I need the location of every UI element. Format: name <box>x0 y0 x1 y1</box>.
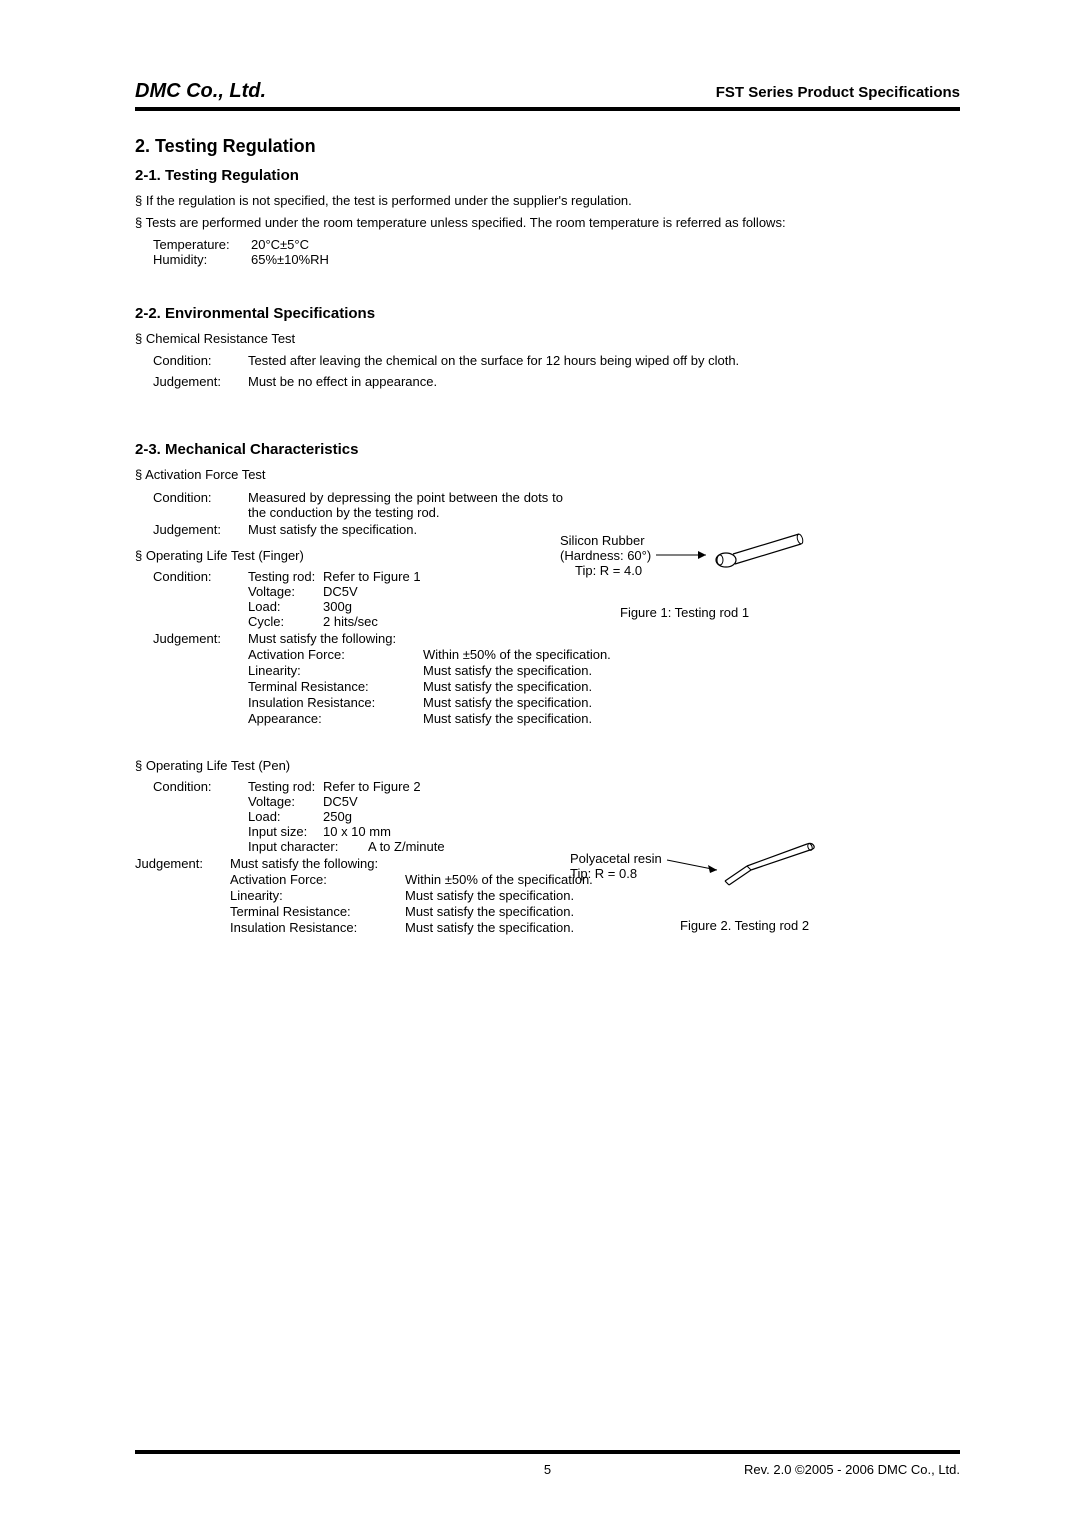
finger-cycle-value: 2 hits/sec <box>323 614 378 629</box>
heading-2-2: 2-2. Environmental Specifications <box>135 305 960 322</box>
pen-ichar-label: Input character: <box>248 839 368 854</box>
heading-2-3: 2-3. Mechanical Characteristics <box>135 441 960 458</box>
finger-load-label: Load: <box>248 599 323 614</box>
chemical-test-block: Condition: Tested after leaving the chem… <box>153 353 960 389</box>
finger-judg-label: Judgement: <box>153 631 248 727</box>
finger-lin-value: Must satisfy the specification. <box>423 663 592 678</box>
fig2-line1: Polyacetal resin <box>570 851 662 866</box>
figure-2-block: Polyacetal resin Tip: R = 0.8 Figure 2. … <box>570 838 970 933</box>
pen-judg-label: Judgement: <box>135 856 230 936</box>
activation-cond-label: Condition: <box>153 490 248 520</box>
pen-ir-value: Must satisfy the specification. <box>405 920 574 935</box>
heading-section-2: 2. Testing Regulation <box>135 136 960 157</box>
pen-tr-label: Terminal Resistance: <box>230 904 405 919</box>
finger-af-label: Activation Force: <box>248 647 423 662</box>
pen-isize-value: 10 x 10 mm <box>323 824 391 839</box>
finger-judg-values: Must satisfy the following: Activation F… <box>248 631 960 727</box>
activation-condition-row: Condition: Measured by depressing the po… <box>153 490 563 520</box>
pen-rod-value: Refer to Figure 2 <box>323 779 421 794</box>
finger-volt-label: Voltage: <box>248 584 323 599</box>
pen-rod-label: Testing rod: <box>248 779 323 794</box>
activation-judg-value: Must satisfy the specification. <box>248 522 563 537</box>
temperature-label: Temperature: <box>153 237 251 252</box>
chem-condition-row: Condition: Tested after leaving the chem… <box>153 353 960 368</box>
pen-ichar-value: A to Z/minute <box>368 839 445 854</box>
pen-volt-label: Voltage: <box>248 794 323 809</box>
finger-judg-intro: Must satisfy the following: <box>248 631 960 646</box>
fig1-caption: Figure 1: Testing rod 1 <box>560 605 960 620</box>
footer-page-number: 5 <box>544 1462 551 1477</box>
fig1-line2: (Hardness: 60°) <box>560 548 651 563</box>
finger-rod-value: Refer to Figure 1 <box>323 569 421 584</box>
activation-test-name: § Activation Force Test <box>135 466 960 484</box>
bullet-2-1-b: § Tests are performed under the room tem… <box>135 214 960 232</box>
activation-cond-value: Measured by depressing the point between… <box>248 490 563 520</box>
activation-judg-label: Judgement: <box>153 522 248 537</box>
pen-cond-label: Condition: <box>153 779 248 854</box>
activation-judgement-row: Judgement: Must satisfy the specificatio… <box>153 522 563 537</box>
pen-volt-value: DC5V <box>323 794 358 809</box>
figure-1-block: Silicon Rubber (Hardness: 60°) Tip: R = … <box>560 530 960 620</box>
pen-lin-label: Linearity: <box>230 888 405 903</box>
temperature-row: Temperature: 20°C±5°C <box>153 237 960 252</box>
document-page: DMC Co., Ltd. FST Series Product Specifi… <box>0 0 1080 1527</box>
bullet-2-1-b-text: § Tests are performed under the room tem… <box>135 215 786 230</box>
chem-condition-label: Condition: <box>153 353 248 368</box>
finger-cycle-label: Cycle: <box>248 614 323 629</box>
humidity-label: Humidity: <box>153 252 251 267</box>
testing-rod-1-icon <box>651 530 811 580</box>
fig2-caption: Figure 2. Testing rod 2 <box>570 918 970 933</box>
humidity-row: Humidity: 65%±10%RH <box>153 252 960 267</box>
pen-load-label: Load: <box>248 809 323 824</box>
finger-rod-label: Testing rod: <box>248 569 323 584</box>
chem-judgement-value: Must be no effect in appearance. <box>248 374 960 389</box>
page-header: DMC Co., Ltd. FST Series Product Specifi… <box>135 80 960 111</box>
pen-isize-label: Input size: <box>248 824 323 839</box>
finger-judgement-row: Judgement: Must satisfy the following: A… <box>153 631 960 727</box>
chem-condition-value: Tested after leaving the chemical on the… <box>248 353 960 368</box>
page-footer: 5 Rev. 2.0 ©2005 - 2006 DMC Co., Ltd. <box>135 1450 960 1477</box>
finger-volt-value: DC5V <box>323 584 358 599</box>
chem-judgement-row: Judgement: Must be no effect in appearan… <box>153 374 960 389</box>
temperature-value: 20°C±5°C <box>251 237 309 252</box>
heading-2-1: 2-1. Testing Regulation <box>135 167 960 184</box>
humidity-value: 65%±10%RH <box>251 252 329 267</box>
pen-ir-label: Insulation Resistance: <box>230 920 405 935</box>
finger-tr-value: Must satisfy the specification. <box>423 679 592 694</box>
finger-ir-value: Must satisfy the specification. <box>423 695 592 710</box>
finger-ir-label: Insulation Resistance: <box>248 695 423 710</box>
testing-rod-2-icon <box>662 838 822 893</box>
company-logo-text: DMC Co., Ltd. <box>135 80 266 103</box>
chemical-test-name: § Chemical Resistance Test <box>135 330 960 348</box>
finger-cond-label: Condition: <box>153 569 248 629</box>
pen-load-value: 250g <box>323 809 352 824</box>
finger-lin-label: Linearity: <box>248 663 423 678</box>
finger-af-value: Within ±50% of the specification. <box>423 647 611 662</box>
pen-lin-value: Must satisfy the specification. <box>405 888 574 903</box>
doc-title: FST Series Product Specifications <box>716 84 960 101</box>
finger-tr-label: Terminal Resistance: <box>248 679 423 694</box>
bullet-2-1-a: § If the regulation is not specified, th… <box>135 192 960 210</box>
fig1-line1: Silicon Rubber <box>560 533 651 548</box>
footer-revision: Rev. 2.0 ©2005 - 2006 DMC Co., Ltd. <box>744 1462 960 1477</box>
pen-tr-value: Must satisfy the specification. <box>405 904 574 919</box>
pen-af-label: Activation Force: <box>230 872 405 887</box>
chem-judgement-label: Judgement: <box>153 374 248 389</box>
fig1-line3: Tip: R = 4.0 <box>560 563 651 578</box>
temp-humidity-block: Temperature: 20°C±5°C Humidity: 65%±10%R… <box>153 237 960 267</box>
pen-af-value: Within ±50% of the specification. <box>405 872 593 887</box>
pen-test-name: § Operating Life Test (Pen) <box>135 757 960 775</box>
fig2-line2: Tip: R = 0.8 <box>570 866 662 881</box>
finger-app-label: Appearance: <box>248 711 423 726</box>
finger-app-value: Must satisfy the specification. <box>423 711 592 726</box>
finger-load-value: 300g <box>323 599 352 614</box>
